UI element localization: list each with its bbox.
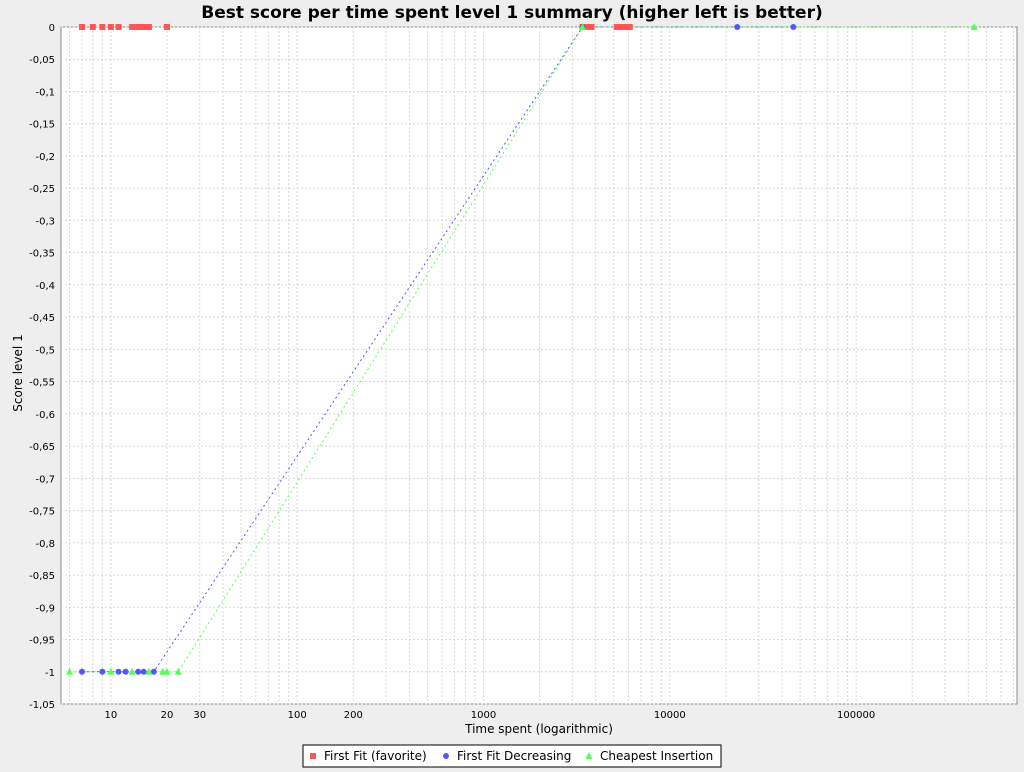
y-tick-label: -0,2 [35,152,55,163]
data-point [174,667,182,675]
x-tick-label: 10000 [654,710,686,721]
y-tick-label: -0,4 [35,281,55,292]
data-point [128,667,136,675]
legend-marker [443,753,449,759]
data-point [99,668,106,675]
x-tick-label: 20 [161,710,174,721]
data-point [66,667,74,675]
chart-legend: First Fit (favorite) First Fit Decreasing… [302,744,722,768]
data-point [626,24,633,30]
y-tick-label: -0,7 [35,474,55,485]
data-point [129,24,136,30]
y-tick-label: -0,9 [35,603,55,614]
y-tick-label: -0,8 [35,539,55,550]
plot-area [60,26,1018,705]
legend-box [302,744,722,768]
data-point [970,23,978,30]
legend-marker [585,752,593,759]
data-point [115,24,122,30]
data-point [613,24,620,30]
data-point [99,24,106,30]
data-point [122,668,129,675]
series-lines [69,26,975,673]
y-tick-label: -0,6 [35,410,55,421]
x-tick-label: 100000 [837,710,875,721]
data-point [140,24,147,30]
legend-item-label: First Fit (favorite) [324,749,427,763]
data-point [78,24,85,30]
data-point [588,24,595,30]
legend-item-label: Cheapest Insertion [600,749,713,763]
y-tick-label: -0,05 [29,55,55,66]
data-point [150,668,157,675]
y-tick-label: -1,05 [29,700,55,711]
y-tick-label: -0,15 [29,120,55,131]
x-tick-label: 10 [104,710,117,721]
x-tick-label: 200 [344,710,363,721]
data-point [107,24,114,30]
x-tick-label: 100 [288,710,307,721]
y-tick-label: -0,5 [35,345,55,356]
data-point [734,24,741,30]
y-tick-label: 0 [49,23,55,34]
data-point [135,668,142,675]
data-point [579,23,587,30]
x-axis-label: Time spent (logarithmic) [464,722,613,736]
y-tick-label: -0,85 [29,571,55,582]
data-point [78,668,85,675]
grid-lines [61,26,1017,705]
data-point [618,24,625,30]
y-tick-label: -0,45 [29,313,55,324]
data-point [145,667,153,675]
y-tick-label: -1 [45,668,55,679]
x-tick-label: 1000 [471,710,496,721]
data-point [163,667,171,675]
y-axis-label: Score level 1 [11,334,25,411]
data-point [584,24,591,30]
data-point [163,24,170,30]
data-point [140,668,147,675]
series-line-2 [69,26,975,673]
data-point [135,24,142,30]
x-tick-label: 30 [193,710,206,721]
y-tick-label: -0,65 [29,442,55,453]
y-tick-label: -0,55 [29,378,55,389]
data-point [622,24,629,30]
chart-title: Best score per time spent level 1 summar… [201,3,823,23]
tick-labels: 0 -0,05 -0,1 -0,15 -0,2 -0,25 -0,3 -0,35 -0,4 -0,… [29,23,875,721]
data-point [790,24,797,30]
y-tick-label: -0,3 [35,216,55,227]
data-points [66,23,978,675]
data-point [107,667,115,675]
y-tick-label: -0,1 [35,87,55,98]
y-tick-label: -0,75 [29,507,55,518]
y-tick-label: -0,35 [29,249,55,260]
legend-item-label: First Fit Decreasing [457,749,571,763]
data-point [115,668,122,675]
data-point [145,24,152,30]
y-tick-label: -0,95 [29,636,55,647]
y-tick-label: -0,25 [29,184,55,195]
legend-marker [310,753,316,759]
data-point [89,24,96,30]
